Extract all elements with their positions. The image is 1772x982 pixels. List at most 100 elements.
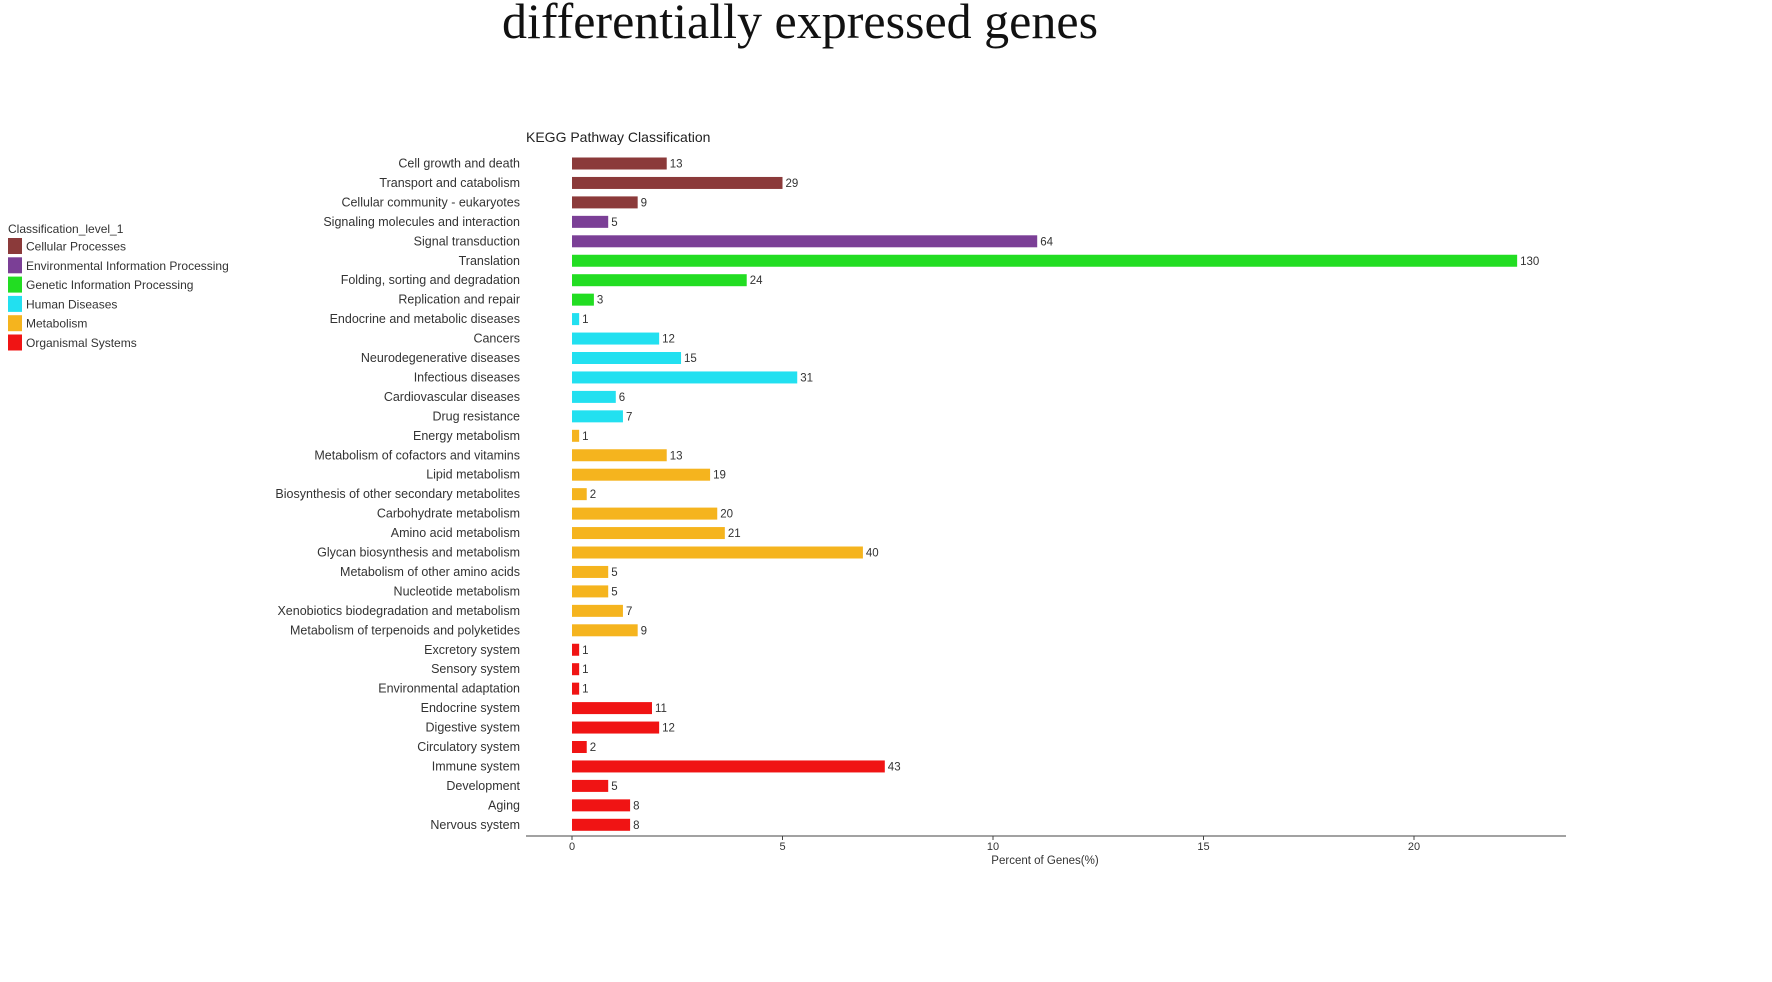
value-label: 5 (611, 567, 617, 579)
category-label: Aging (488, 798, 520, 812)
bar (572, 352, 682, 364)
category-label: Excretory system (424, 643, 520, 657)
legend-swatch (8, 238, 22, 254)
x-tick-label: 0 (569, 841, 575, 853)
value-label: 21 (728, 528, 741, 540)
value-label: 6 (619, 392, 625, 404)
category-label: Energy metabolism (413, 429, 520, 443)
value-label: 2 (590, 742, 596, 754)
legend-label: Metabolism (26, 317, 87, 331)
value-label: 19 (713, 470, 726, 482)
category-label: Digestive system (426, 721, 520, 735)
legend-label: Organismal Systems (26, 336, 137, 350)
value-label: 130 (1520, 256, 1539, 268)
value-label: 15 (684, 353, 697, 365)
category-label: Endocrine and metabolic diseases (330, 312, 520, 326)
value-label: 24 (750, 275, 763, 287)
category-label: Cell growth and death (398, 157, 520, 171)
bar (572, 429, 580, 442)
category-label: Nervous system (430, 818, 520, 832)
legend-swatch (8, 276, 22, 293)
legend: Classification_level_1 Cellular Processe… (8, 222, 229, 351)
category-label: Metabolism of terpenoids and polyketides (290, 623, 520, 637)
bar (572, 546, 863, 559)
value-label: 31 (800, 372, 813, 384)
category-label: Metabolism of other amino acids (340, 565, 520, 579)
x-tick-label: 20 (1408, 841, 1420, 853)
bar (572, 663, 580, 676)
legend-swatch (8, 295, 22, 312)
category-label: Immune system (432, 759, 520, 773)
category-label: Infectious diseases (414, 370, 520, 384)
bar (572, 779, 609, 792)
bar (572, 565, 609, 578)
bar (572, 274, 747, 287)
value-label: 29 (786, 178, 799, 190)
category-label: Environmental adaptation (378, 682, 520, 696)
category-label: Carbohydrate metabolism (377, 507, 520, 521)
bar (572, 527, 725, 540)
value-label: 12 (662, 723, 675, 735)
value-label: 64 (1040, 236, 1053, 248)
value-label: 8 (633, 820, 639, 832)
category-label: Signaling molecules and interaction (323, 215, 520, 229)
category-label: Translation (459, 254, 520, 268)
category-label: Drug resistance (432, 409, 520, 423)
bar (572, 604, 623, 617)
value-label: 13 (670, 450, 683, 462)
bar (572, 293, 594, 306)
category-label: Cardiovascular diseases (384, 390, 520, 404)
value-label: 1 (582, 684, 588, 696)
legend-label: Environmental Information Processing (26, 259, 229, 273)
legend-swatch (8, 257, 22, 274)
value-label: 40 (866, 548, 879, 560)
bar (572, 488, 587, 501)
value-label: 3 (597, 295, 603, 307)
bar (572, 235, 1038, 248)
bar (572, 799, 631, 812)
page-title: differentially expressed genes (501, 0, 1099, 49)
value-label: 5 (611, 217, 617, 229)
bar (572, 254, 1518, 267)
value-label: 7 (626, 606, 632, 618)
bar (572, 507, 718, 520)
value-label: 20 (720, 509, 733, 521)
value-label: 13 (670, 159, 683, 171)
category-label: Glycan biosynthesis and metabolism (317, 546, 520, 560)
category-label: Circulatory system (417, 740, 520, 754)
bar (572, 682, 580, 695)
bar (572, 371, 798, 384)
value-label: 2 (590, 489, 596, 501)
category-label: Replication and repair (398, 293, 520, 307)
bar (572, 741, 587, 753)
category-label: Biosynthesis of other secondary metaboli… (275, 487, 520, 501)
value-label: 12 (662, 334, 675, 346)
x-axis: 0 5 10 15 20 Percent of Genes(%) (526, 835, 1566, 867)
x-axis-title: Percent of Genes(%) (991, 855, 1099, 867)
category-label: Neurodegenerative diseases (361, 351, 520, 365)
category-label: Signal transduction (414, 234, 520, 248)
legend-swatch (8, 334, 22, 351)
value-label: 1 (582, 431, 588, 443)
x-tick-label: 10 (987, 841, 999, 853)
bar (572, 410, 623, 423)
bar (572, 760, 885, 773)
legend-label: Cellular Processes (26, 240, 126, 254)
legend-title: Classification_level_1 (8, 222, 124, 236)
category-label: Cellular community - eukaryotes (341, 195, 520, 209)
category-label: Lipid metabolism (426, 468, 520, 482)
bar (572, 313, 580, 326)
value-label: 9 (641, 197, 647, 209)
legend-label: Human Diseases (26, 297, 117, 311)
category-label: Development (446, 779, 520, 793)
category-label: Nucleotide metabolism (394, 584, 520, 598)
category-label: Transport and catabolism (379, 176, 520, 190)
bar (572, 449, 667, 462)
category-label: Amino acid metabolism (391, 526, 520, 540)
category-label: Cancers (473, 332, 520, 346)
bar (572, 721, 660, 734)
chart-title: KEGG Pathway Classification (526, 129, 710, 145)
bar (572, 196, 638, 209)
